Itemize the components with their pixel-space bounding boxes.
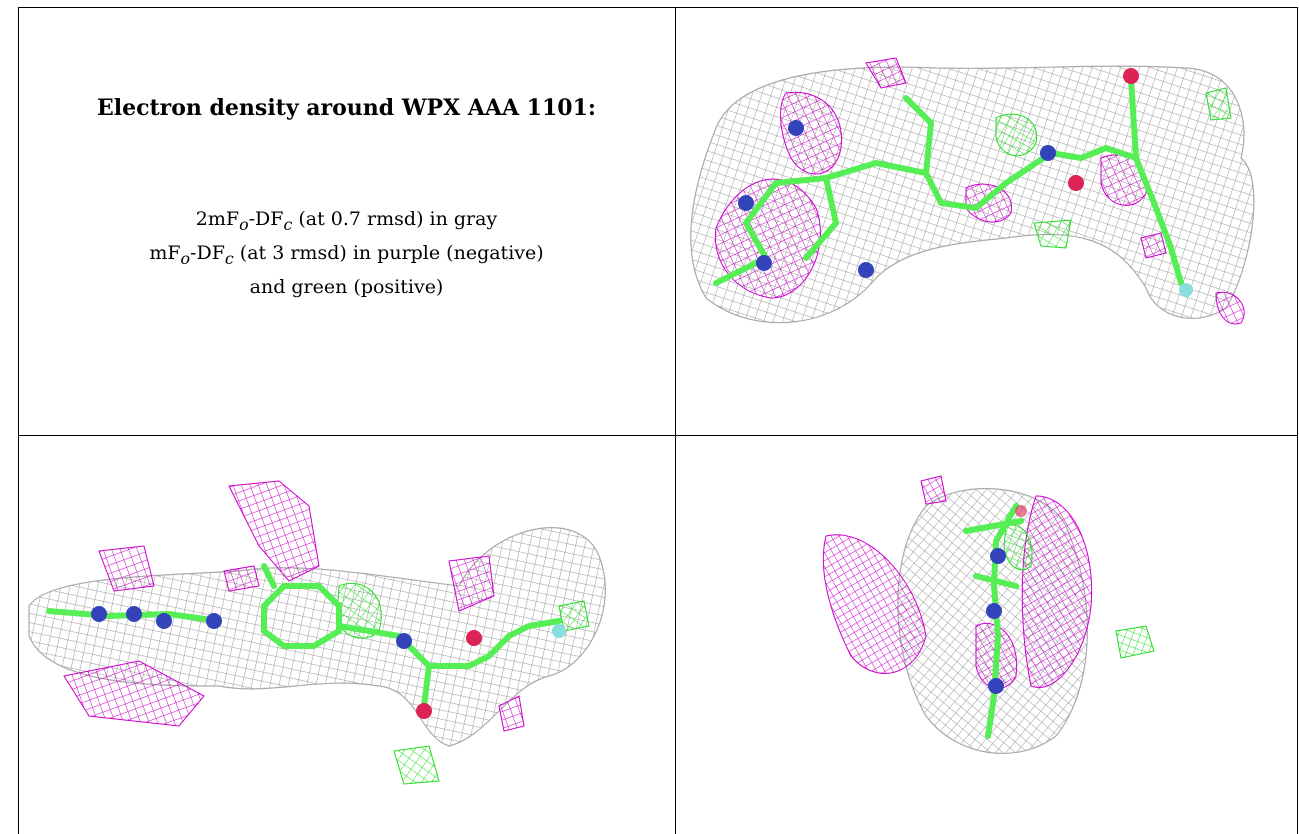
- nitrogen-atom: [396, 633, 412, 649]
- positive-mesh-1: [995, 113, 1038, 157]
- negative-mesh-2: [98, 545, 155, 592]
- nitrogen-atom: [858, 262, 874, 278]
- fluorine-atom: [552, 624, 566, 638]
- oxygen-atom: [416, 703, 432, 719]
- density-image-3: [822, 475, 1155, 755]
- nitrogen-atom: [156, 613, 172, 629]
- nitrogen-atom: [126, 606, 142, 622]
- negative-mesh-2: [1021, 495, 1093, 688]
- density-view-top-right: [676, 8, 1296, 435]
- ligand-atoms: [91, 606, 566, 719]
- density-view-bottom-right: [676, 436, 1296, 834]
- nitrogen-atom: [986, 603, 1002, 619]
- density-image-2: [28, 480, 606, 785]
- negative-mesh-7: [1140, 232, 1167, 259]
- negative-mesh-4: [965, 183, 1012, 223]
- negative-mesh-3: [865, 57, 907, 89]
- positive-mesh-2: [1033, 219, 1072, 249]
- table-border-left: [18, 7, 19, 834]
- nitrogen-atom: [91, 606, 107, 622]
- oxygen-atom: [1123, 68, 1139, 84]
- positive-mesh-1: [1115, 625, 1155, 659]
- positive-mesh-3: [558, 600, 590, 632]
- negative-mesh-3: [920, 475, 947, 505]
- negative-mesh-1: [822, 534, 927, 674]
- negative-mesh-2: [780, 91, 843, 175]
- negative-mesh-6: [1215, 291, 1245, 325]
- table-divider-horizontal: [18, 435, 1297, 436]
- oxygen-atom: [466, 630, 482, 646]
- nitrogen-atom: [1040, 145, 1056, 161]
- negative-mesh-4: [448, 555, 495, 612]
- positive-mesh-2: [393, 745, 440, 785]
- legend-line-fofc: mFo-DFc (at 3 rmsd) in purple (negative): [149, 241, 544, 268]
- oxygen-atom: [1015, 505, 1027, 517]
- legend-line-2fofc: 2mFo-DFc (at 0.7 rmsd) in gray: [195, 208, 498, 234]
- negative-mesh-6: [223, 565, 260, 592]
- ligand-atoms: [738, 68, 1193, 297]
- positive-mesh-3: [1205, 87, 1232, 121]
- nitrogen-atom: [990, 548, 1006, 564]
- nitrogen-atom: [738, 195, 754, 211]
- table-border-top: [18, 7, 1297, 8]
- negative-mesh-3: [63, 660, 205, 727]
- table-divider-vertical: [675, 7, 676, 834]
- legend-cell: Electron density around WPX AAA 1101: 2m…: [18, 7, 675, 435]
- negative-mesh-5: [498, 695, 525, 732]
- nitrogen-atom: [988, 678, 1004, 694]
- fluorine-atom: [1179, 283, 1193, 297]
- nitrogen-atom: [788, 120, 804, 136]
- nitrogen-atom: [756, 255, 772, 271]
- density-view-bottom-left: [19, 436, 675, 834]
- ligand-atoms: [986, 505, 1027, 694]
- negative-mesh-1: [228, 480, 320, 582]
- legend-line-colors: and green (positive): [249, 275, 444, 298]
- density-image-1: [690, 57, 1255, 325]
- legend-text: 2mFo-DFc (at 0.7 rmsd) in gray mFo-DFc (…: [18, 205, 675, 302]
- figure-title: Electron density around WPX AAA 1101:: [96, 95, 597, 121]
- table-border-right: [1297, 7, 1298, 834]
- positive-mesh-2: [1003, 524, 1033, 571]
- nitrogen-atom: [206, 613, 222, 629]
- oxygen-atom: [1068, 175, 1084, 191]
